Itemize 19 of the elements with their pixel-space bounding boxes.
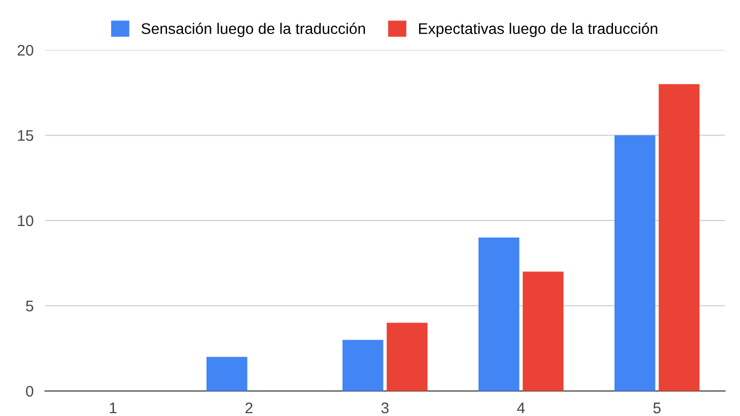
y-tick-label: 15 [18, 130, 34, 141]
x-tick-label: 4 [517, 402, 525, 414]
bar [522, 272, 564, 391]
bar [206, 356, 248, 391]
x-tick-label: 2 [246, 402, 252, 414]
bar [342, 340, 384, 391]
bar [478, 238, 520, 391]
x-tick-label: 3 [381, 402, 389, 414]
legend-label: Sensación luego de la traducción [142, 22, 365, 38]
bar [614, 135, 656, 391]
bar [658, 84, 700, 391]
y-tick-label: 20 [18, 44, 34, 56]
y-tick-label: 10 [18, 215, 34, 226]
bar [386, 322, 428, 391]
x-tick-label: 1 [110, 402, 117, 414]
x-tick-label: 5 [653, 402, 661, 414]
legend-label: Expectativas luego de la traducción [419, 22, 658, 38]
y-tick-label: 0 [26, 386, 34, 397]
y-tick-label: 5 [26, 300, 34, 312]
